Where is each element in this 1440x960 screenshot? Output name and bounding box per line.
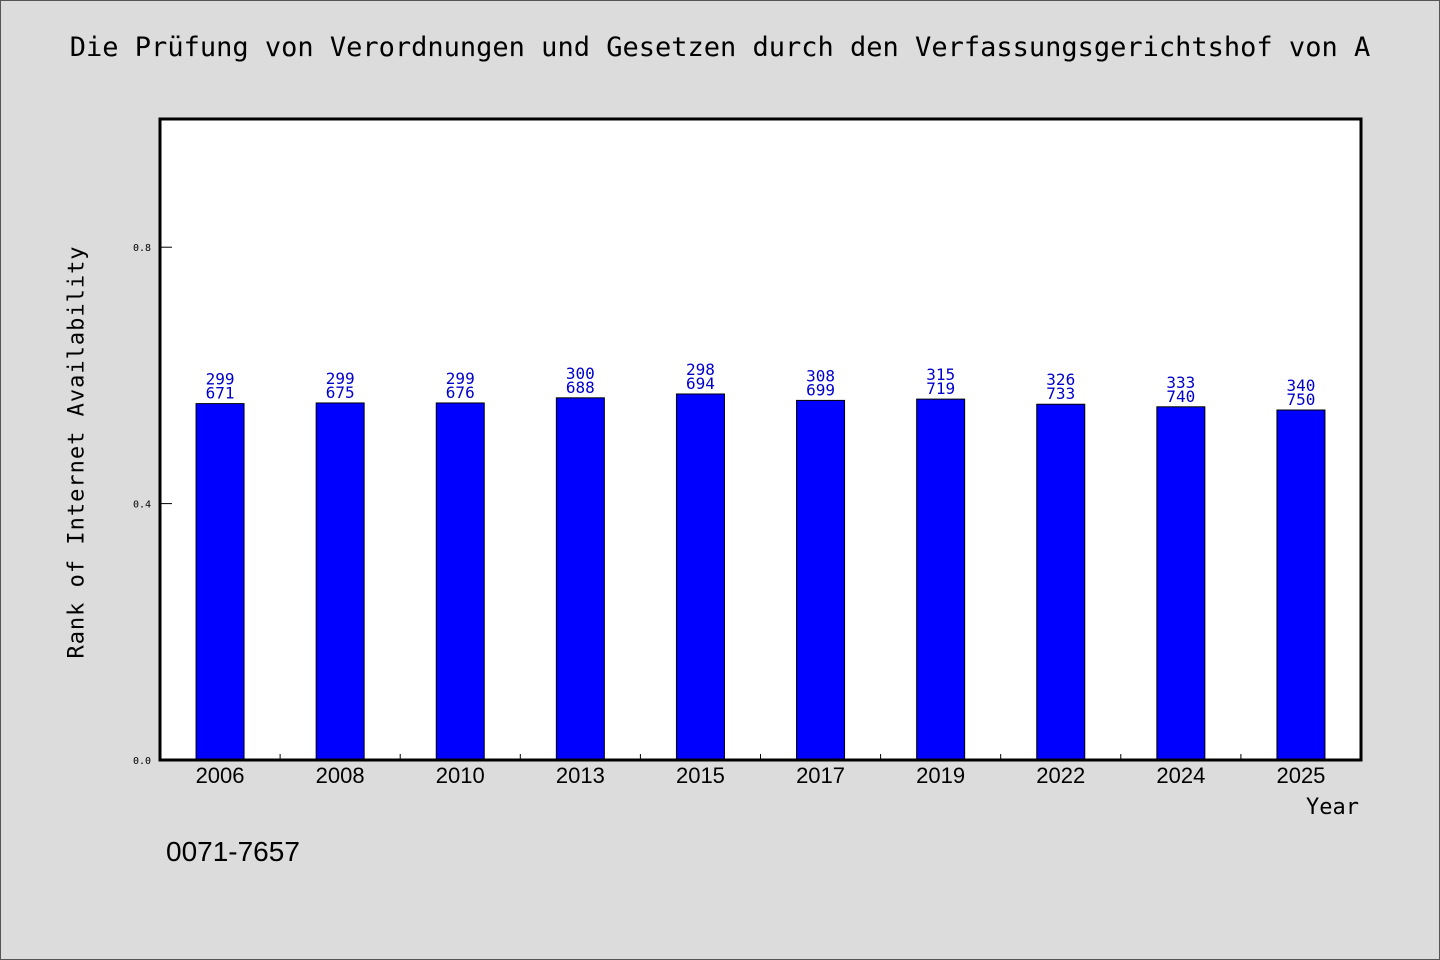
bar-2022 <box>1036 403 1086 761</box>
x-tick-label-2025: 2025 <box>1276 763 1325 788</box>
bar-2006 <box>195 403 245 761</box>
x-tick-label-2015: 2015 <box>676 763 725 788</box>
bar-label-bottom-2024: 740 <box>1166 387 1195 406</box>
bar-label-top-2019: 315 <box>926 365 955 384</box>
bar-label-bottom-2017: 699 <box>806 380 835 399</box>
bar-label-bottom-2025: 750 <box>1286 390 1315 409</box>
bar-label-bottom-2015: 694 <box>686 374 715 393</box>
bar-2025 <box>1276 409 1326 761</box>
bar-2008 <box>315 402 365 761</box>
bar-label-top-2010: 299 <box>446 369 475 388</box>
x-tick-label-2019: 2019 <box>916 763 965 788</box>
bar-label-top-2015: 298 <box>686 360 715 379</box>
bar-label-bottom-2019: 719 <box>926 379 955 398</box>
bar-2010 <box>435 402 485 761</box>
bar-label-top-2022: 326 <box>1046 370 1075 389</box>
y-tick-label: 0.8 <box>133 243 151 254</box>
bars-group <box>195 393 1326 761</box>
bar-2013 <box>555 397 605 761</box>
x-tick-label-2008: 2008 <box>316 763 365 788</box>
issn-text: 0071-7657 <box>166 836 300 867</box>
bar-label-bottom-2022: 733 <box>1046 384 1075 403</box>
bar-label-bottom-2008: 675 <box>326 383 355 402</box>
bar-label-top-2008: 299 <box>326 369 355 388</box>
bar-label-bottom-2010: 676 <box>446 383 475 402</box>
bar-label-top-2025: 340 <box>1286 376 1315 395</box>
bar-label-top-2017: 308 <box>806 366 835 385</box>
x-tick-label-2024: 2024 <box>1156 763 1205 788</box>
bar-2024 <box>1156 406 1206 761</box>
y-tick-label: 0.4 <box>133 500 151 511</box>
x-tick-label-2017: 2017 <box>796 763 845 788</box>
chart-title: Die Prüfung von Verordnungen und Gesetze… <box>69 32 1371 63</box>
bar-2019 <box>916 398 966 761</box>
x-tick-label-2013: 2013 <box>556 763 605 788</box>
x-tick-label-2006: 2006 <box>196 763 245 788</box>
x-tick-label-2022: 2022 <box>1036 763 1085 788</box>
x-axis-label: Year <box>1306 795 1359 820</box>
y-tick-label: 0.0 <box>133 756 151 767</box>
bar-label-top-2024: 333 <box>1166 373 1195 392</box>
bar-label-top-2006: 299 <box>206 370 235 389</box>
plot-border <box>158 117 1363 762</box>
bar-label-bottom-2013: 688 <box>566 378 595 397</box>
x-tick-label-2010: 2010 <box>436 763 485 788</box>
bar-2015 <box>675 393 725 761</box>
x-ticks-group: 2006 2008 2010 2013 2015 2017 2019 2022 2024 2025 <box>196 754 1325 788</box>
bar-label-top-2013: 300 <box>566 364 595 383</box>
bar-label-bottom-2006: 671 <box>206 384 235 403</box>
bar-2017 <box>796 399 846 761</box>
